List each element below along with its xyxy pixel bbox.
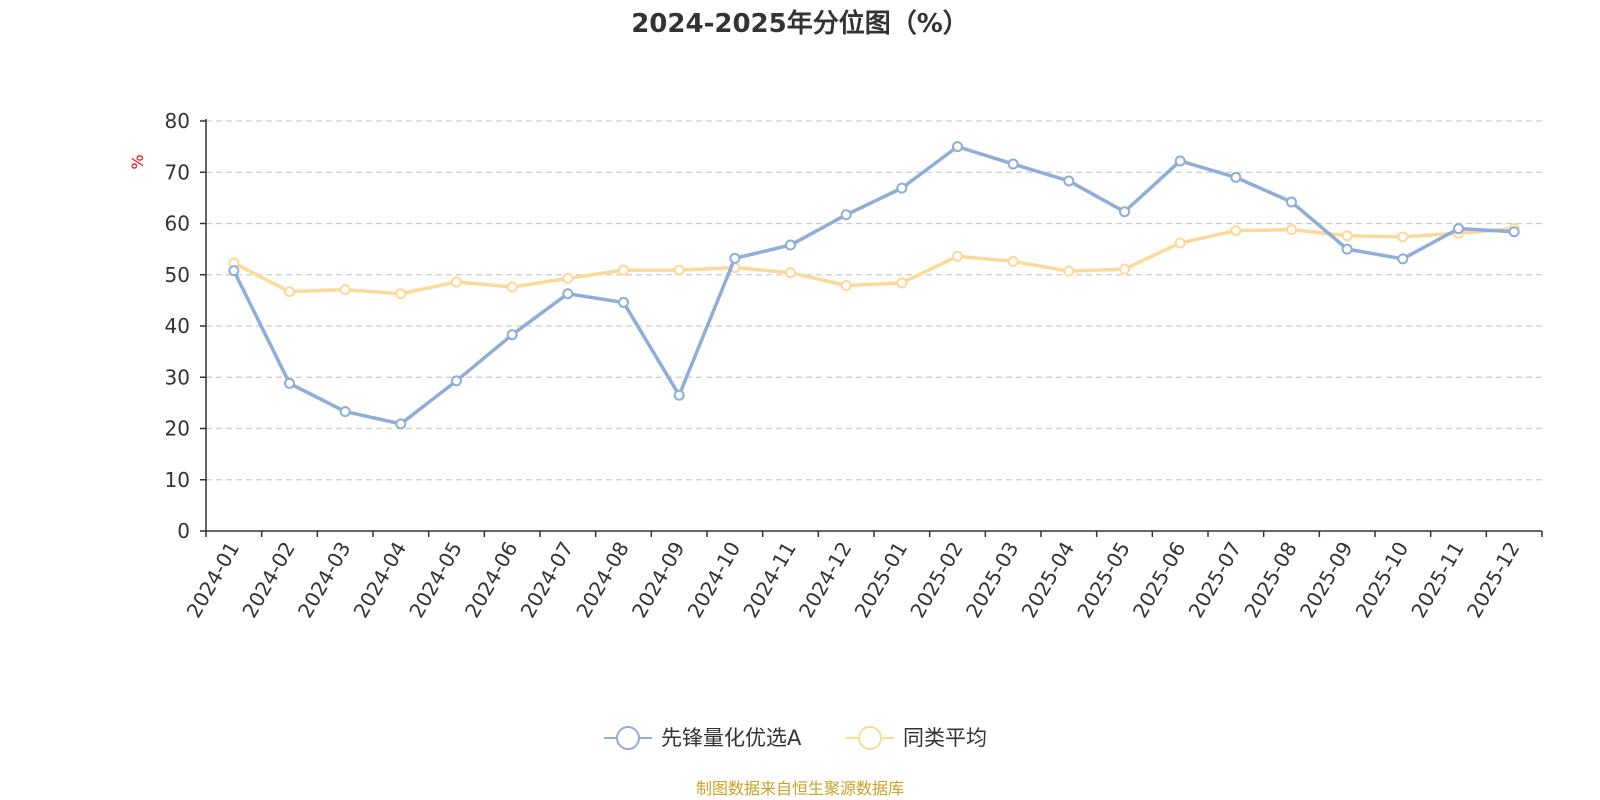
data-point[interactable] xyxy=(952,141,963,153)
data-point[interactable] xyxy=(840,209,852,221)
data-point[interactable] xyxy=(1508,226,1520,238)
x-tick-label: 2024-02 xyxy=(237,538,300,622)
source-note: 制图数据来自恒生聚源数据库 xyxy=(696,779,904,798)
data-point[interactable] xyxy=(284,286,295,298)
x-tick-label: 2025-04 xyxy=(1017,538,1080,622)
x-tick-label: 2025-11 xyxy=(1406,538,1469,622)
legend-circle-icon xyxy=(616,726,640,750)
data-point[interactable] xyxy=(840,280,852,292)
legend-circle-icon xyxy=(858,726,882,750)
series-line xyxy=(232,144,1515,426)
x-tick-label: 2024-07 xyxy=(516,538,579,622)
series-line xyxy=(233,226,1515,296)
data-point[interactable] xyxy=(1397,253,1409,265)
y-tick-label: 80 xyxy=(165,109,190,133)
data-point[interactable] xyxy=(1007,255,1019,267)
series-layer xyxy=(228,141,1520,430)
y-tick-label: 50 xyxy=(165,263,190,287)
x-tick-label: 2024-06 xyxy=(460,538,523,622)
grid-lines xyxy=(206,120,1542,481)
data-point[interactable] xyxy=(339,406,351,418)
data-point[interactable] xyxy=(896,277,908,289)
data-point[interactable] xyxy=(339,284,351,296)
data-point[interactable] xyxy=(1007,158,1019,170)
x-tick-label: 2025-10 xyxy=(1351,538,1414,622)
data-point[interactable] xyxy=(228,265,240,277)
x-tick-label: 2025-06 xyxy=(1128,538,1191,622)
data-point[interactable] xyxy=(618,264,629,276)
data-point[interactable] xyxy=(673,264,685,276)
data-point[interactable] xyxy=(785,239,796,251)
data-point[interactable] xyxy=(562,288,574,300)
data-point[interactable] xyxy=(1286,224,1297,236)
x-tick-label: 2024-01 xyxy=(182,538,245,622)
series-0 xyxy=(228,141,1520,430)
data-point[interactable] xyxy=(451,375,462,387)
chart-title: 2024-2025年分位图（%） xyxy=(631,8,969,39)
y-tick-label: 0 xyxy=(177,519,190,543)
x-tick-label: 2025-02 xyxy=(905,538,968,622)
data-point[interactable] xyxy=(395,418,407,430)
data-point[interactable] xyxy=(1119,206,1130,218)
data-point[interactable] xyxy=(284,377,295,389)
x-tick-label: 2025-12 xyxy=(1462,538,1525,622)
x-tick-label: 2024-10 xyxy=(683,538,746,622)
data-point[interactable] xyxy=(1063,265,1075,277)
x-tick-label: 2024-05 xyxy=(404,538,467,622)
x-tick-label: 2025-07 xyxy=(1184,538,1247,622)
x-tick-label: 2024-09 xyxy=(627,538,690,622)
data-point[interactable] xyxy=(506,281,518,293)
x-tick-label: 2025-03 xyxy=(961,538,1024,622)
data-point[interactable] xyxy=(1174,237,1186,249)
x-tick-label: 2025-05 xyxy=(1072,538,1135,622)
y-tick-label: 10 xyxy=(165,468,190,492)
data-point[interactable] xyxy=(1453,223,1464,235)
y-tick-label: 30 xyxy=(165,365,190,389)
legend-item-0[interactable]: 先锋量化优选A xyxy=(604,726,802,750)
legend-label: 同类平均 xyxy=(903,726,987,750)
x-tick-label: 2025-09 xyxy=(1295,538,1358,622)
x-tick-label: 2025-08 xyxy=(1239,538,1302,622)
data-point[interactable] xyxy=(618,296,629,308)
data-point[interactable] xyxy=(952,250,963,262)
axes: 010203040506070802024-012024-022024-0320… xyxy=(165,109,1543,622)
x-tick-label: 2024-03 xyxy=(293,538,356,622)
y-axis-unit: % xyxy=(128,154,147,169)
y-tick-label: 20 xyxy=(165,417,190,441)
data-point[interactable] xyxy=(729,252,741,264)
legend-item-1[interactable]: 同类平均 xyxy=(846,726,987,750)
legend-label: 先锋量化优选A xyxy=(661,726,802,750)
x-tick-label: 2024-08 xyxy=(571,538,634,622)
x-tick-label: 2024-12 xyxy=(794,538,857,622)
data-point[interactable] xyxy=(562,272,574,284)
data-point[interactable] xyxy=(785,267,796,279)
data-point[interactable] xyxy=(1341,230,1353,242)
data-point[interactable] xyxy=(1341,243,1353,255)
y-tick-label: 40 xyxy=(165,314,190,338)
data-point[interactable] xyxy=(1230,171,1242,183)
data-point[interactable] xyxy=(506,329,518,341)
y-tick-label: 70 xyxy=(165,160,190,184)
y-tick-label: 60 xyxy=(165,212,190,236)
series-1 xyxy=(228,223,1520,300)
data-point[interactable] xyxy=(896,182,908,194)
data-point[interactable] xyxy=(673,389,685,401)
legend[interactable]: 先锋量化优选A 同类平均 xyxy=(604,726,987,750)
data-point[interactable] xyxy=(451,276,462,288)
data-point[interactable] xyxy=(1063,175,1075,187)
data-point[interactable] xyxy=(395,288,407,300)
x-tick-label: 2024-04 xyxy=(349,538,412,622)
x-tick-label: 2025-01 xyxy=(850,538,913,622)
data-point[interactable] xyxy=(1230,225,1242,237)
data-point[interactable] xyxy=(1174,155,1186,167)
data-point[interactable] xyxy=(1119,263,1130,275)
data-point[interactable] xyxy=(1397,231,1409,243)
x-tick-label: 2024-11 xyxy=(738,538,801,622)
data-point[interactable] xyxy=(1286,196,1297,208)
